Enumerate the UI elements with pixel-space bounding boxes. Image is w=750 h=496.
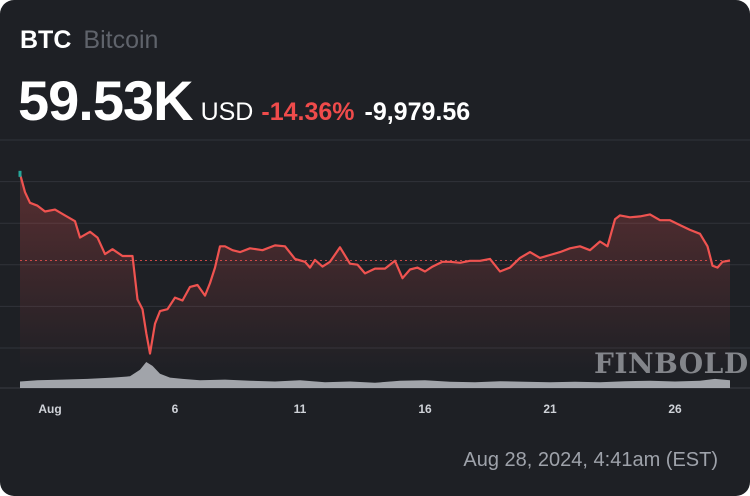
price-row: 59.53K USD -14.36% -9,979.56 (18, 68, 470, 133)
volume-area (20, 362, 730, 388)
x-tick-label: 11 (294, 402, 307, 416)
x-tick-label: 26 (668, 402, 682, 416)
x-tick-label: Aug (38, 402, 61, 416)
current-price: 59.53K (18, 69, 194, 132)
ticker-symbol: BTC (20, 26, 72, 54)
x-tick-label: 6 (172, 402, 179, 416)
price-line (18, 173, 731, 355)
change-percent: -14.36% (261, 98, 355, 126)
x-tick-label: 16 (418, 402, 432, 416)
start-marker (18, 170, 22, 177)
x-tick-label: 21 (543, 402, 557, 416)
price-area (20, 173, 730, 372)
currency-label: USD (200, 98, 254, 126)
asset-header: BTC Bitcoin (20, 26, 158, 55)
change-absolute: -9,979.56 (364, 98, 471, 126)
timestamp: Aug 28, 2024, 4:41am (EST) (463, 449, 718, 471)
asset-name: Bitcoin (83, 26, 159, 54)
finbold-watermark: FINBOLD (594, 347, 749, 380)
